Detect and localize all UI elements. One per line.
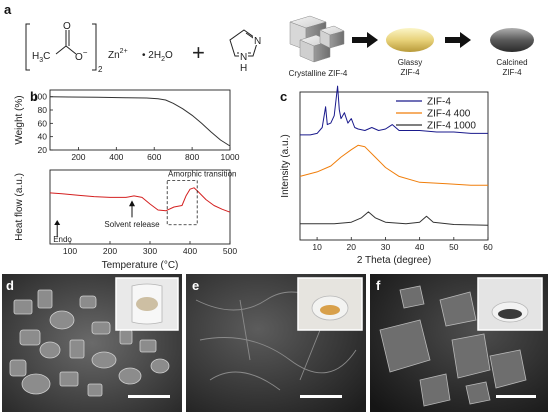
arrow-right-icon <box>352 32 378 48</box>
tga-x-tick-label: 800 <box>185 152 199 162</box>
tga-plot-frame <box>49 89 231 151</box>
tga-y-tick-label: 40 <box>38 132 48 142</box>
xrd-x-tick-label: 10 <box>312 242 322 252</box>
xrd-x-tick-label: 40 <box>415 242 425 252</box>
tga-x-tick-label: 200 <box>71 152 85 162</box>
sem-particles-d <box>9 289 170 397</box>
tga-x-tick-label: 1000 <box>221 152 240 162</box>
panel-label-e: e <box>192 278 199 293</box>
scale-bar-d <box>128 395 170 398</box>
tga-y-tick-label: 60 <box>38 118 48 128</box>
panel-label-b: b <box>30 89 38 104</box>
dsc-x-tick-label: 400 <box>183 246 197 256</box>
hydrate: • 2H2O <box>142 50 173 63</box>
tga-y-tick-label: 20 <box>38 145 48 155</box>
panel-d: d <box>2 274 182 412</box>
panel-e: e <box>186 274 366 412</box>
tga-y-axis-label: Weight (%) <box>14 95 25 144</box>
dsc-plot-frame <box>49 169 231 245</box>
dsc-x-tick-label: 300 <box>143 246 157 256</box>
imidazole-h: H <box>240 63 247 74</box>
panel-label-a: a <box>4 2 12 17</box>
bracket-right <box>92 23 97 71</box>
dsc-x-axis-label: Temperature (°C) <box>102 260 179 271</box>
arrow-up-icon <box>54 220 61 226</box>
annotation-endo: Endo <box>53 235 72 244</box>
black-powder <box>498 309 522 319</box>
xrd-x-tick-label: 60 <box>483 242 493 252</box>
imidazole-n-bottom: N <box>240 52 247 63</box>
xrd-chart: 10 20 30 40 50 60 Intensity (a.u.) 2 Theta (deg… <box>280 85 493 266</box>
tga-x-tick-label: 400 <box>109 152 123 162</box>
stage-label-calcined-2: ZIF-4 <box>502 68 522 77</box>
panel-label-c: c <box>280 89 287 104</box>
glassy-sample <box>320 305 340 315</box>
arrow-up-icon <box>129 200 135 207</box>
bond-c-c <box>55 45 67 55</box>
stage-label-glassy-1: Glassy <box>398 58 422 67</box>
plus-sign: + <box>192 40 205 65</box>
tga-x-tick-label: 600 <box>147 152 161 162</box>
annotation-solvent: Solvent release <box>104 220 160 229</box>
panel-f: f <box>370 274 548 412</box>
xrd-y-axis-label: Intensity (a.u.) <box>280 134 291 197</box>
crystal-cubes-icon <box>289 15 345 63</box>
glassy-zif-icon <box>386 28 434 52</box>
bond-c-o-single <box>65 45 77 55</box>
scale-bar-f <box>496 395 536 398</box>
dsc-x-tick-label: 500 <box>223 246 237 256</box>
dsc-y-axis-label: Heat flow (a.u.) <box>14 173 25 241</box>
xrd-series-line-2 <box>300 211 489 226</box>
imidazole-structure: N N H <box>229 29 262 74</box>
imidazole-n-top: N <box>254 36 261 47</box>
legend-label-2: ZIF-4 1000 <box>427 121 476 132</box>
bracket-left <box>25 23 30 71</box>
dsc-x-tick-label: 100 <box>63 246 77 256</box>
tga-chart: 200 400 600 800 1000 20 40 60 80 100 Weight (%) <box>14 89 240 162</box>
panel-label-d: d <box>6 278 14 293</box>
panel-c: c 10 20 30 40 50 60 Intensity (a.u.) 2 Theta (d… <box>280 85 493 266</box>
tga-y-tick-label: 80 <box>38 105 48 115</box>
panel-a: a H3C O O− 2 Zn2+ • 2H2O + N N H <box>4 2 534 78</box>
legend-label-0: ZIF-4 <box>427 97 451 108</box>
xrd-series-line-0 <box>300 85 488 136</box>
scale-bar-e <box>300 395 342 398</box>
amorphic-transition-box <box>166 179 198 226</box>
legend-label-1: ZIF-4 400 <box>427 109 471 120</box>
carbonyl-o: O <box>63 21 71 32</box>
stage-label-calcined-1: Calcined <box>496 58 527 67</box>
annotation-amorphic: Amorphic transition <box>168 170 236 179</box>
xrd-series-line-1 <box>299 144 488 186</box>
dsc-chart: 100 200 300 400 500 Heat flow (a.u.) Temperatu… <box>14 169 237 271</box>
xrd-plot-frame <box>299 91 489 241</box>
dsc-series-line-0 <box>49 187 231 213</box>
arrow-right-icon <box>445 32 471 48</box>
oxide-o: O− <box>75 48 88 63</box>
calcined-zif-icon <box>490 28 534 52</box>
stage-label-crystalline: Crystalline ZIF-4 <box>289 69 348 78</box>
xrd-x-tick-label: 20 <box>347 242 357 252</box>
panel-label-f: f <box>376 278 381 293</box>
white-powder <box>136 297 158 311</box>
tga-series-line-0 <box>49 96 231 147</box>
zinc-ion: Zn2+ <box>108 48 128 61</box>
bracket-subscript: 2 <box>98 65 103 74</box>
xrd-x-tick-label: 30 <box>381 242 391 252</box>
xrd-x-axis-label: 2 Theta (degree) <box>357 255 431 266</box>
xrd-x-tick-label: 50 <box>449 242 459 252</box>
tga-y-tick-label: 100 <box>33 92 47 102</box>
sem-shards-f <box>379 285 527 407</box>
methyl-h: H3C <box>32 51 50 64</box>
stage-label-glassy-2: ZIF-4 <box>400 68 420 77</box>
dsc-x-tick-label: 200 <box>103 246 117 256</box>
